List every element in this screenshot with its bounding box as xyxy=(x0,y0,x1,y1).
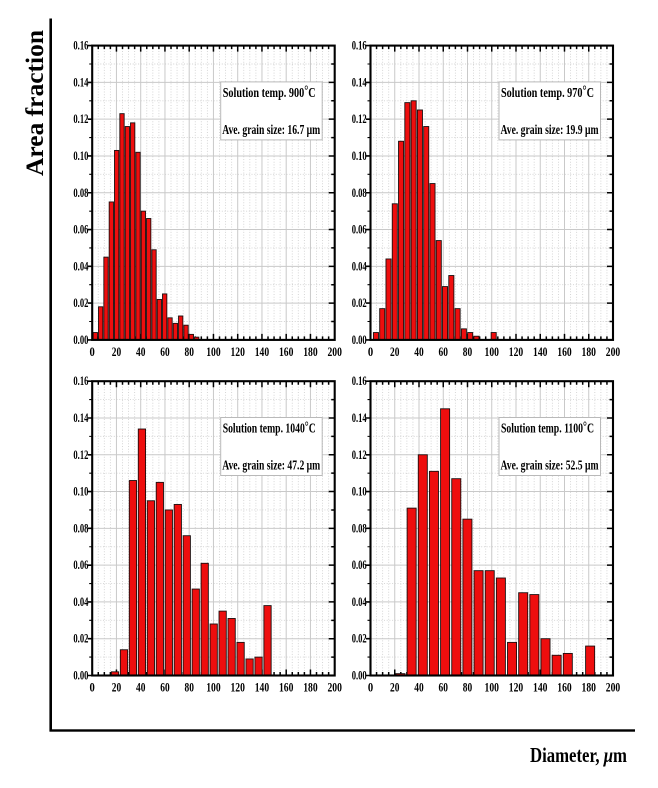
svg-text:0.02: 0.02 xyxy=(73,296,88,310)
svg-text:160: 160 xyxy=(279,681,293,695)
svg-text:0.16: 0.16 xyxy=(73,374,88,388)
svg-text:60: 60 xyxy=(160,681,169,695)
svg-text:20: 20 xyxy=(390,345,399,359)
svg-text:0.16: 0.16 xyxy=(352,374,367,388)
svg-text:0.08: 0.08 xyxy=(352,521,367,535)
svg-text:60: 60 xyxy=(439,681,448,695)
svg-text:80: 80 xyxy=(463,345,472,359)
svg-text:80: 80 xyxy=(463,681,472,695)
svg-text:180: 180 xyxy=(303,681,317,695)
svg-text:0.04: 0.04 xyxy=(352,595,367,609)
svg-text:Ave. grain size: 47.2 μm: Ave. grain size: 47.2 μm xyxy=(222,459,320,474)
svg-text:120: 120 xyxy=(509,345,523,359)
svg-text:160: 160 xyxy=(557,681,571,695)
svg-text:140: 140 xyxy=(533,345,547,359)
svg-text:80: 80 xyxy=(185,345,194,359)
svg-text:Diameter, μm: Diameter, μm xyxy=(530,743,627,767)
svg-text:0.00: 0.00 xyxy=(73,333,88,347)
svg-text:100: 100 xyxy=(206,681,220,695)
svg-text:120: 120 xyxy=(231,345,245,359)
svg-text:Ave. grain size: 19.9 μm: Ave. grain size: 19.9 μm xyxy=(501,123,599,138)
svg-text:200: 200 xyxy=(328,345,342,359)
svg-text:0.08: 0.08 xyxy=(352,186,367,200)
svg-text:20: 20 xyxy=(390,681,399,695)
svg-text:0.06: 0.06 xyxy=(352,558,367,572)
svg-text:Ave. grain size: 52.5 μm: Ave. grain size: 52.5 μm xyxy=(501,459,599,474)
svg-text:0.02: 0.02 xyxy=(73,632,88,646)
svg-text:0.16: 0.16 xyxy=(352,39,367,53)
svg-text:0.16: 0.16 xyxy=(73,39,88,53)
svg-text:20: 20 xyxy=(112,345,121,359)
svg-text:0.06: 0.06 xyxy=(352,223,367,237)
svg-text:140: 140 xyxy=(255,681,269,695)
svg-text:0.04: 0.04 xyxy=(352,259,367,273)
svg-text:40: 40 xyxy=(414,681,423,695)
svg-text:0.14: 0.14 xyxy=(73,75,88,89)
svg-text:0.00: 0.00 xyxy=(352,333,367,347)
svg-text:180: 180 xyxy=(303,345,317,359)
svg-text:0.02: 0.02 xyxy=(352,296,367,310)
svg-text:0.10: 0.10 xyxy=(352,149,367,163)
svg-text:0.14: 0.14 xyxy=(73,411,88,425)
svg-text:0.12: 0.12 xyxy=(73,448,88,462)
svg-text:Area fraction: Area fraction xyxy=(20,30,49,176)
svg-text:0.04: 0.04 xyxy=(73,595,88,609)
svg-text:0: 0 xyxy=(368,345,373,359)
svg-text:40: 40 xyxy=(136,681,145,695)
svg-text:40: 40 xyxy=(414,345,423,359)
svg-text:0.08: 0.08 xyxy=(73,521,88,535)
svg-text:200: 200 xyxy=(606,681,620,695)
svg-text:0.06: 0.06 xyxy=(73,558,88,572)
svg-text:140: 140 xyxy=(533,681,547,695)
svg-text:160: 160 xyxy=(557,345,571,359)
svg-text:0.02: 0.02 xyxy=(352,632,367,646)
svg-text:60: 60 xyxy=(160,345,169,359)
svg-text:0.14: 0.14 xyxy=(352,411,367,425)
svg-text:120: 120 xyxy=(509,681,523,695)
svg-text:180: 180 xyxy=(582,681,596,695)
svg-text:120: 120 xyxy=(231,681,245,695)
svg-text:40: 40 xyxy=(136,345,145,359)
svg-text:0.10: 0.10 xyxy=(73,485,88,499)
svg-text:180: 180 xyxy=(582,345,596,359)
svg-text:0.14: 0.14 xyxy=(352,75,367,89)
svg-text:100: 100 xyxy=(206,345,220,359)
svg-text:0.12: 0.12 xyxy=(352,448,367,462)
svg-text:200: 200 xyxy=(328,681,342,695)
svg-text:0.08: 0.08 xyxy=(73,186,88,200)
svg-text:140: 140 xyxy=(255,345,269,359)
svg-text:0: 0 xyxy=(368,681,373,695)
svg-text:Solution temp. 900°C: Solution temp. 900°C xyxy=(223,84,316,101)
svg-text:Solution temp. 1100°C: Solution temp. 1100°C xyxy=(501,419,594,436)
svg-text:80: 80 xyxy=(185,681,194,695)
svg-text:0.12: 0.12 xyxy=(352,112,367,126)
svg-text:0: 0 xyxy=(90,345,95,359)
svg-text:0.04: 0.04 xyxy=(73,259,88,273)
svg-text:60: 60 xyxy=(439,345,448,359)
svg-text:0.00: 0.00 xyxy=(352,669,367,683)
svg-text:20: 20 xyxy=(112,681,121,695)
svg-text:100: 100 xyxy=(485,681,499,695)
svg-text:100: 100 xyxy=(485,345,499,359)
svg-text:Ave. grain size: 16.7 μm: Ave. grain size: 16.7 μm xyxy=(222,123,320,138)
svg-text:Solution temp. 1040°C: Solution temp. 1040°C xyxy=(223,419,316,436)
svg-text:0.10: 0.10 xyxy=(352,485,367,499)
svg-text:0: 0 xyxy=(90,681,95,695)
svg-text:0.12: 0.12 xyxy=(73,112,88,126)
svg-text:200: 200 xyxy=(606,345,620,359)
svg-text:Solution temp. 970°C: Solution temp. 970°C xyxy=(501,84,594,101)
svg-text:0.06: 0.06 xyxy=(73,223,88,237)
svg-text:160: 160 xyxy=(279,345,293,359)
svg-text:0.10: 0.10 xyxy=(73,149,88,163)
svg-text:0.00: 0.00 xyxy=(73,669,88,683)
